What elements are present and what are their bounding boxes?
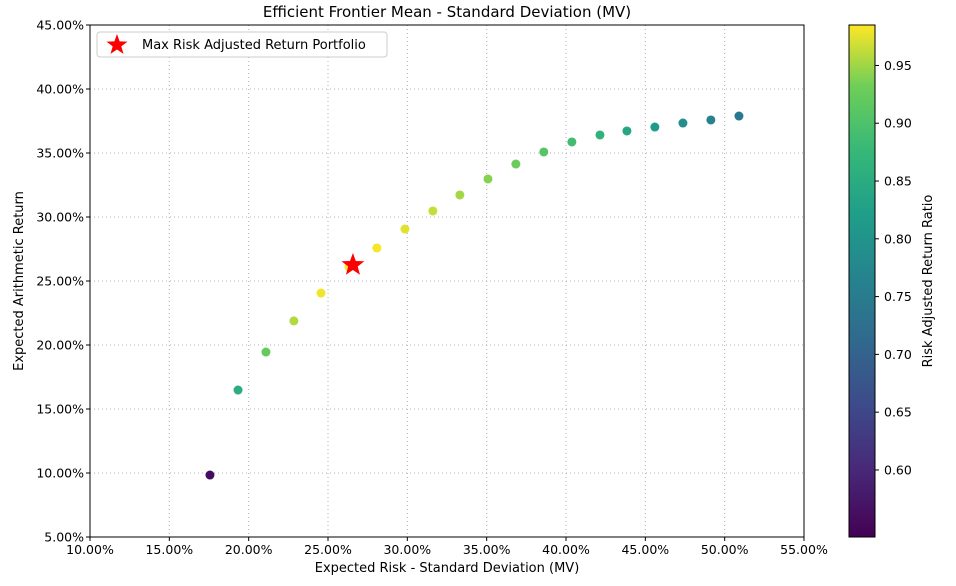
- y-tick-label: 30.00%: [36, 210, 84, 225]
- plot-frame: [89, 24, 805, 538]
- colorbar-tick-label: 0.80: [884, 231, 912, 246]
- colorbar-tick-label: 0.90: [884, 116, 912, 131]
- y-tick-label: 35.00%: [36, 146, 84, 161]
- frontier-point: [678, 118, 688, 128]
- frontier-point: [734, 111, 744, 121]
- frontier-point: [483, 174, 493, 184]
- colorbar-tick-label: 0.75: [884, 289, 912, 304]
- frontier-point: [205, 470, 215, 480]
- frontier-point: [400, 224, 410, 234]
- frontier-point: [261, 347, 271, 357]
- frontier-point: [316, 288, 326, 298]
- legend-star-icon: [106, 34, 128, 54]
- frontier-point: [511, 159, 521, 169]
- y-axis-ticks: 5.00% 10.00% 15.00% 20.00% 25.00% 30.00% 35.00…: [36, 18, 90, 545]
- x-tick-label: 50.00%: [701, 542, 749, 557]
- colorbar-ticks: 0.60 0.65 0.70 0.75 0.80 0.85 0.90 0.95: [875, 58, 912, 477]
- x-tick-label: 35.00%: [463, 542, 511, 557]
- colorbar-tick-label: 0.95: [884, 58, 912, 73]
- y-tick-label: 25.00%: [36, 274, 84, 289]
- x-tick-label: 10.00%: [66, 542, 114, 557]
- chart-title: Efficient Frontier Mean - Standard Devia…: [263, 3, 631, 21]
- colorbar: 0.60 0.65 0.70 0.75 0.80 0.85 0.90 0.95 Risk Ad…: [848, 24, 936, 538]
- frontier-point: [706, 115, 716, 125]
- x-tick-label: 45.00%: [621, 542, 669, 557]
- colorbar-tick-label: 0.65: [884, 405, 912, 420]
- frontier-point: [233, 385, 243, 395]
- frontier-point: [650, 122, 660, 132]
- legend: Max Risk Adjusted Return Portfolio: [96, 31, 388, 58]
- x-tick-label: 20.00%: [225, 542, 273, 557]
- frontier-point: [289, 316, 299, 326]
- x-tick-label: 30.00%: [383, 542, 431, 557]
- legend-label: Max Risk Adjusted Return Portfolio: [142, 38, 366, 53]
- frontier-point: [595, 130, 605, 140]
- max-risk-adjusted-return-star: [341, 253, 365, 275]
- colorbar-gradient: [848, 24, 876, 538]
- scatter-points: [205, 111, 744, 480]
- y-tick-label: 20.00%: [36, 338, 84, 353]
- x-axis-ticks: 10.00% 15.00% 20.00% 25.00% 30.00% 35.00% 40.0…: [66, 537, 828, 557]
- frontier-point: [372, 243, 382, 253]
- x-tick-label: 55.00%: [780, 542, 828, 557]
- colorbar-label: Risk Adjusted Return Ratio: [921, 195, 936, 368]
- x-tick-label: 25.00%: [304, 542, 352, 557]
- colorbar-tick-label: 0.85: [884, 174, 912, 189]
- y-tick-label: 40.00%: [36, 82, 84, 97]
- grid: [89, 24, 805, 538]
- y-tick-label: 5.00%: [44, 530, 84, 545]
- y-axis-label: Expected Arithmetic Return: [12, 191, 27, 371]
- frontier-point: [567, 137, 577, 147]
- x-tick-label: 15.00%: [145, 542, 193, 557]
- colorbar-tick-label: 0.60: [884, 462, 912, 477]
- x-tick-label: 40.00%: [542, 542, 590, 557]
- x-axis-label: Expected Risk - Standard Deviation (MV): [315, 561, 580, 576]
- y-tick-label: 45.00%: [36, 18, 84, 33]
- y-tick-label: 15.00%: [36, 402, 84, 417]
- frontier-point: [539, 147, 549, 157]
- y-tick-label: 10.00%: [36, 466, 84, 481]
- colorbar-tick-label: 0.70: [884, 347, 912, 362]
- frontier-point: [622, 126, 632, 136]
- frontier-point: [455, 190, 465, 200]
- frontier-point: [428, 206, 438, 216]
